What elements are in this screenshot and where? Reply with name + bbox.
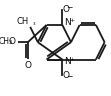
Text: +: +	[69, 57, 74, 62]
Text: CH₃: CH₃	[0, 37, 12, 46]
Text: −: −	[66, 72, 72, 82]
Text: −: −	[66, 3, 72, 12]
Text: N: N	[64, 18, 71, 27]
Text: CH: CH	[17, 17, 29, 26]
Text: N: N	[64, 57, 71, 66]
Text: ₃: ₃	[33, 21, 35, 26]
Text: O: O	[9, 37, 16, 46]
Text: O: O	[62, 71, 69, 80]
Text: O: O	[62, 5, 69, 14]
Text: O: O	[25, 61, 32, 70]
Text: +: +	[69, 18, 74, 23]
